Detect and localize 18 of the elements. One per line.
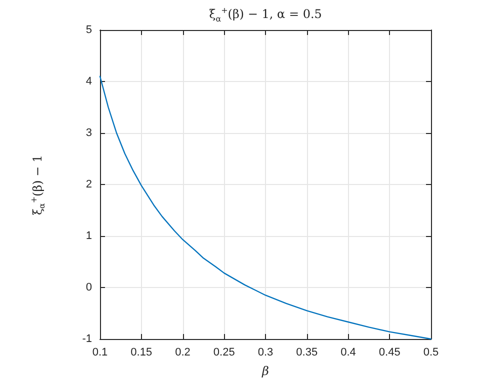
x-tick-label: 0.4	[340, 346, 356, 358]
y-tick-label: 3	[86, 127, 92, 139]
x-tick-label: 0.35	[296, 346, 318, 358]
y-tick-label: 5	[86, 24, 92, 36]
y-tick-label: -1	[82, 333, 92, 345]
chart-title: ξ$_{α}$$^{+}$(β) − 1, α = 0.5	[208, 6, 323, 24]
x-tick-label: 0.2	[175, 346, 190, 358]
y-tick-label: 0	[86, 282, 92, 294]
y-tick-label: 1	[86, 230, 92, 242]
y-tick-label: 2	[86, 178, 92, 190]
x-axis-title: β	[261, 364, 270, 378]
x-tick-label: 0.25	[213, 346, 235, 358]
y-tick-label: 4	[86, 76, 92, 88]
x-tick-label: 0.15	[130, 346, 152, 358]
x-tick-label: 0.1	[92, 346, 108, 358]
x-tick-label: 0.5	[423, 346, 439, 358]
x-tick-label: 0.45	[378, 346, 400, 358]
x-tick-label: 0.3	[258, 346, 274, 358]
